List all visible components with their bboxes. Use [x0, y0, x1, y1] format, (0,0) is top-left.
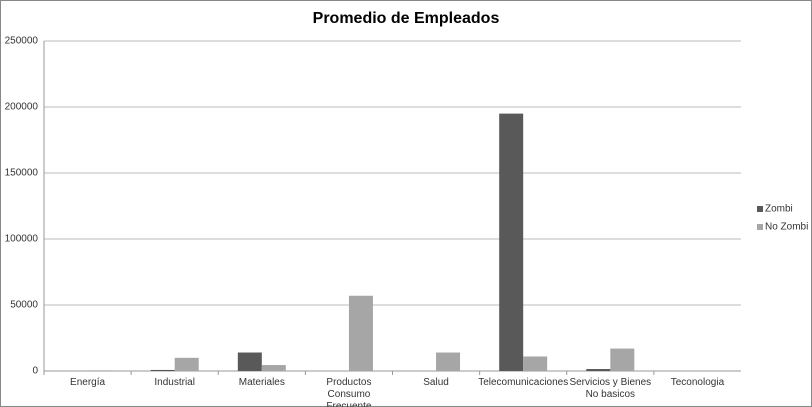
bar — [174, 357, 199, 371]
bar — [610, 348, 635, 371]
bar — [436, 352, 461, 371]
y-tick-label: 200000 — [5, 102, 39, 113]
bar — [348, 295, 373, 371]
y-tick-label: 150000 — [5, 168, 39, 179]
bar — [261, 365, 286, 371]
x-tick-label: Servicios y Bienes No basicos — [569, 377, 652, 400]
y-tick-label: 50000 — [10, 300, 38, 311]
legend-swatch — [757, 224, 763, 230]
x-tick-label: Salud — [423, 377, 449, 388]
x-tick-label: Materiales — [238, 377, 285, 388]
bar — [87, 370, 112, 371]
y-tick-label: 100000 — [5, 234, 39, 245]
legend-label: No Zombi — [765, 222, 808, 233]
bar — [586, 369, 611, 371]
bar — [237, 352, 262, 371]
chart-title: Promedio de Empleados — [313, 10, 500, 27]
legend-swatch — [757, 206, 763, 212]
bar — [523, 356, 548, 371]
y-tick-label: 0 — [32, 366, 38, 377]
x-tick-label: Productos Consumo Frecuente — [326, 377, 372, 407]
x-tick-label: Teconologia — [670, 377, 725, 388]
bar — [499, 113, 524, 371]
y-tick-label: 250000 — [5, 36, 39, 47]
x-tick-label: Telecomunicaciones — [478, 377, 569, 388]
x-tick-label: Industrial — [154, 377, 195, 388]
bar — [150, 369, 175, 371]
x-tick-label: Energía — [70, 377, 106, 388]
legend-label: Zombi — [765, 204, 793, 215]
